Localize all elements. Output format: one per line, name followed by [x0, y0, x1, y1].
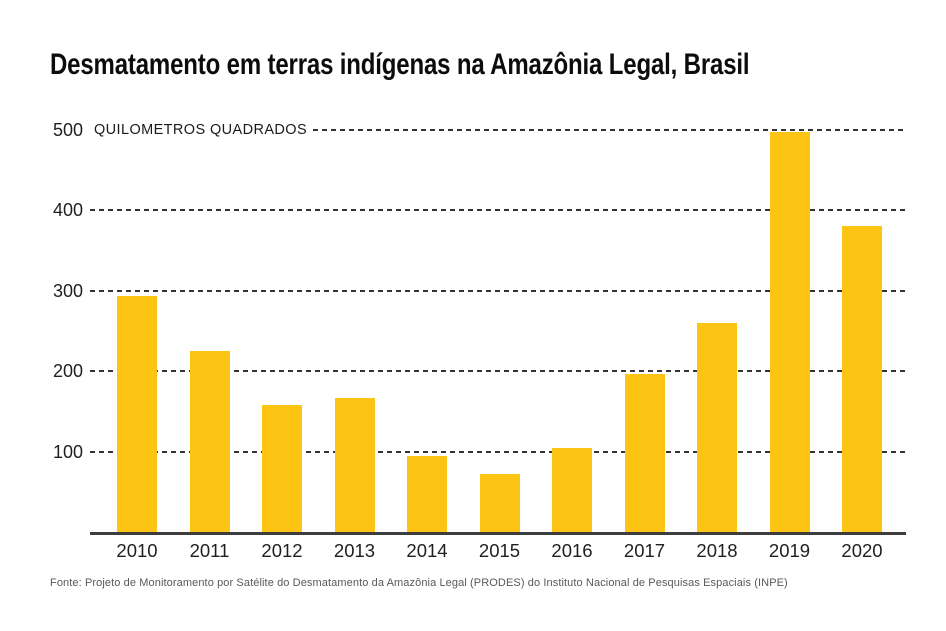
- y-axis-tick-label-100: 100: [52, 441, 83, 462]
- x-axis-tick-label-2013: 2013: [333, 540, 376, 561]
- x-axis-tick-label-2010: 2010: [116, 540, 158, 561]
- bar-2012: [262, 404, 302, 532]
- bar-2014: [407, 455, 447, 532]
- bar-2018: [697, 322, 737, 532]
- y-axis-tick-label-500: 500: [52, 120, 83, 140]
- y-axis-unit-label: QUILOMETROS QUADRADOS: [94, 122, 308, 138]
- y-axis-tick-label-300: 300: [52, 280, 83, 301]
- x-axis-tick-label-2018: 2018: [696, 540, 738, 561]
- gridline-500: [313, 129, 906, 131]
- x-axis-tick-label-2019: 2019: [768, 540, 811, 561]
- x-axis-tick-label-2014: 2014: [406, 540, 448, 561]
- gridline-300: [90, 289, 906, 292]
- x-axis-tick-label-2012: 2012: [261, 540, 303, 561]
- x-axis-tick-label-2020: 2020: [841, 540, 883, 561]
- x-axis-tick-label-2015: 2015: [478, 540, 521, 561]
- bar-2015: [479, 474, 520, 532]
- gridline-200: [90, 370, 906, 373]
- source-note: Fonte: Projeto de Monitoramento por Saté…: [50, 577, 788, 589]
- bar-2010: [117, 296, 157, 532]
- bar-2011: [189, 351, 230, 532]
- y-axis-tick-label-400: 400: [52, 200, 83, 221]
- x-axis-tick-label-2016: 2016: [551, 540, 593, 561]
- bar-2020: [842, 226, 882, 532]
- gridline-100: [90, 450, 906, 453]
- x-axis-tick-label-2017: 2017: [623, 540, 666, 561]
- bar-2013: [334, 397, 375, 532]
- x-axis-tick-label-2011: 2011: [189, 540, 230, 561]
- bar-2019: [769, 132, 810, 532]
- gridline-400: [90, 209, 906, 212]
- y-axis-tick-label-200: 200: [52, 361, 83, 382]
- bar-2016: [552, 447, 592, 532]
- bar-2017: [624, 373, 665, 532]
- chart-title: Desmatamento em terras indígenas na Amaz…: [50, 48, 750, 81]
- plot-area: [90, 129, 906, 535]
